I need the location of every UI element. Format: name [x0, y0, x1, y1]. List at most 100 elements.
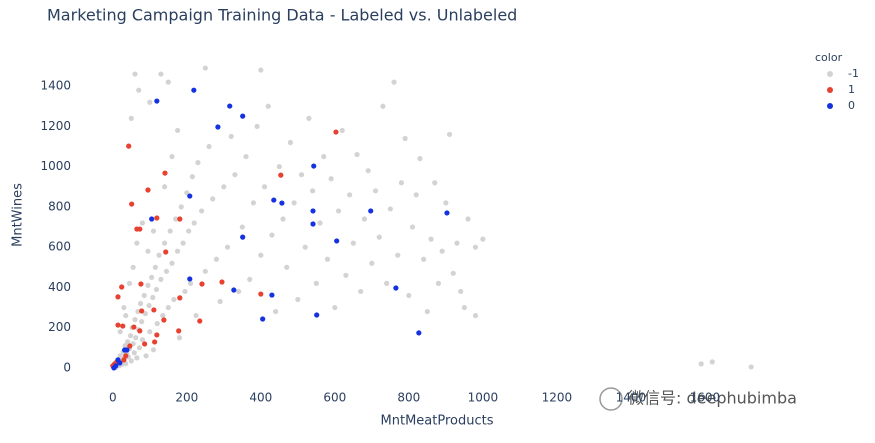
point: [384, 280, 390, 286]
point: [167, 228, 173, 234]
point: [269, 292, 275, 298]
point: [189, 174, 195, 180]
point: [444, 210, 450, 216]
point: [134, 240, 140, 246]
point: [154, 98, 160, 104]
point: [324, 256, 331, 262]
point: [228, 133, 234, 140]
point: [137, 226, 143, 232]
point: [162, 170, 168, 176]
point: [472, 244, 479, 250]
point: [417, 156, 423, 162]
point: [147, 99, 153, 105]
point: [748, 364, 754, 370]
point: [232, 172, 238, 178]
point: [247, 276, 253, 282]
point: [145, 187, 151, 193]
point: [480, 236, 486, 242]
point: [154, 215, 160, 221]
point: [180, 240, 186, 246]
point: [269, 232, 275, 238]
point: [365, 168, 371, 174]
point: [358, 288, 364, 295]
point: [163, 249, 169, 255]
point: [295, 296, 301, 303]
point: [393, 285, 399, 291]
point: [195, 160, 201, 166]
x-tick-label: 400: [249, 391, 272, 405]
point: [291, 200, 297, 206]
point: [129, 201, 135, 207]
point: [162, 240, 168, 246]
point: [130, 264, 136, 270]
point: [174, 127, 181, 134]
x-tick-label: 1600: [690, 391, 721, 405]
point: [152, 339, 158, 345]
point: [141, 292, 147, 299]
point: [121, 357, 127, 363]
point: [122, 343, 128, 349]
point: [177, 216, 183, 222]
point: [151, 307, 157, 313]
x-tick-label: 1400: [616, 391, 647, 405]
y-tick-label: 1200: [40, 119, 71, 133]
point: [182, 288, 188, 295]
point: [115, 294, 121, 300]
point: [287, 139, 294, 146]
point: [421, 256, 427, 262]
point: [121, 304, 127, 311]
point: [406, 292, 412, 299]
point: [376, 234, 382, 240]
point: [368, 208, 374, 214]
point: [111, 365, 117, 371]
legend-marker: [827, 103, 833, 109]
point: [117, 329, 123, 335]
point: [131, 350, 137, 356]
point: [254, 123, 260, 130]
watermark-text: 微信号: deephubimba: [628, 389, 797, 408]
point: [321, 153, 327, 160]
point: [332, 304, 338, 311]
point: [120, 323, 126, 329]
point: [239, 224, 245, 230]
x-tick-label: 0: [109, 391, 117, 405]
point: [206, 143, 212, 150]
point: [265, 103, 271, 109]
y-tick-label: 400: [48, 280, 71, 294]
point: [154, 332, 160, 338]
point: [310, 221, 316, 227]
point: [142, 341, 148, 347]
legend-marker: [827, 87, 833, 93]
y-tick-label: 1000: [40, 159, 71, 173]
point: [343, 272, 349, 278]
point: [424, 308, 430, 315]
point: [143, 353, 149, 359]
point: [446, 131, 453, 138]
point: [306, 115, 312, 121]
point: [125, 339, 131, 345]
point: [171, 296, 177, 303]
point: [215, 124, 221, 130]
point: [139, 220, 146, 226]
point: [139, 337, 146, 343]
point: [258, 252, 264, 258]
point: [258, 67, 264, 73]
point: [219, 279, 225, 285]
point: [347, 192, 353, 198]
point: [328, 176, 334, 182]
watermark: 微信号: deephubimba: [599, 387, 797, 411]
point: [136, 87, 142, 93]
point: [435, 280, 442, 286]
point: [162, 184, 168, 190]
point: [149, 216, 155, 222]
point: [261, 184, 268, 190]
x-axis-label: MntMeatProducts: [381, 414, 494, 429]
point: [137, 328, 143, 334]
point: [199, 208, 205, 214]
point: [439, 248, 445, 254]
series: [111, 87, 450, 371]
point: [115, 322, 121, 328]
point: [122, 347, 128, 353]
point: [284, 264, 290, 270]
